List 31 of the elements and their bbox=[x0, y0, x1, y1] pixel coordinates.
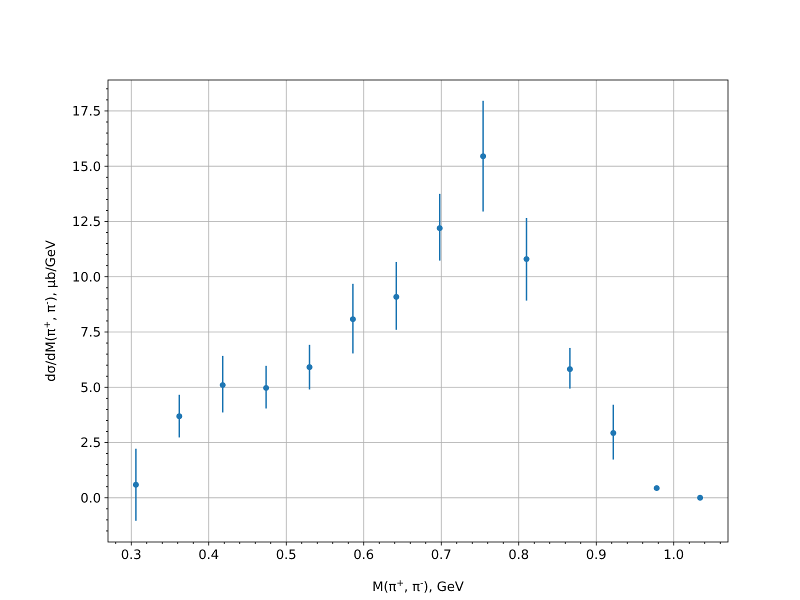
point bbox=[436, 225, 443, 232]
point bbox=[350, 316, 356, 322]
y-tick-label: 10.0 bbox=[72, 270, 101, 286]
point bbox=[480, 153, 486, 160]
point bbox=[654, 485, 660, 492]
y-tick-label: 7.5 bbox=[80, 326, 101, 341]
point bbox=[263, 384, 270, 391]
y-tick-label: 5.0 bbox=[80, 380, 101, 396]
x-tick-label: 0.5 bbox=[276, 548, 297, 563]
x-tick-label: 0.4 bbox=[198, 548, 220, 563]
point bbox=[610, 430, 616, 436]
point bbox=[524, 256, 530, 262]
x-axis-title: M(π$^{+}$, π$^{-}$), GeV bbox=[372, 579, 464, 595]
y-tick-label: 17.5 bbox=[72, 104, 101, 120]
point bbox=[220, 382, 226, 388]
y-tick-label: 12.5 bbox=[72, 215, 101, 230]
point bbox=[566, 366, 573, 372]
point bbox=[697, 494, 704, 501]
x-tick-label: 0.6 bbox=[353, 548, 374, 563]
point bbox=[306, 364, 312, 370]
x-tick-label: 0.9 bbox=[586, 548, 607, 563]
x-tick-label: 0.8 bbox=[508, 548, 530, 563]
y-tick-label: 15.0 bbox=[72, 160, 101, 175]
point bbox=[393, 294, 400, 300]
x-tick-label: 0.7 bbox=[430, 548, 452, 563]
y-tick-label: 0.0 bbox=[80, 491, 101, 506]
x-tick-label: 0.3 bbox=[120, 548, 142, 563]
x-tick-label: 1.0 bbox=[663, 548, 684, 563]
y-tick-label: 2.5 bbox=[80, 436, 101, 452]
point bbox=[176, 413, 182, 420]
point bbox=[132, 482, 139, 488]
